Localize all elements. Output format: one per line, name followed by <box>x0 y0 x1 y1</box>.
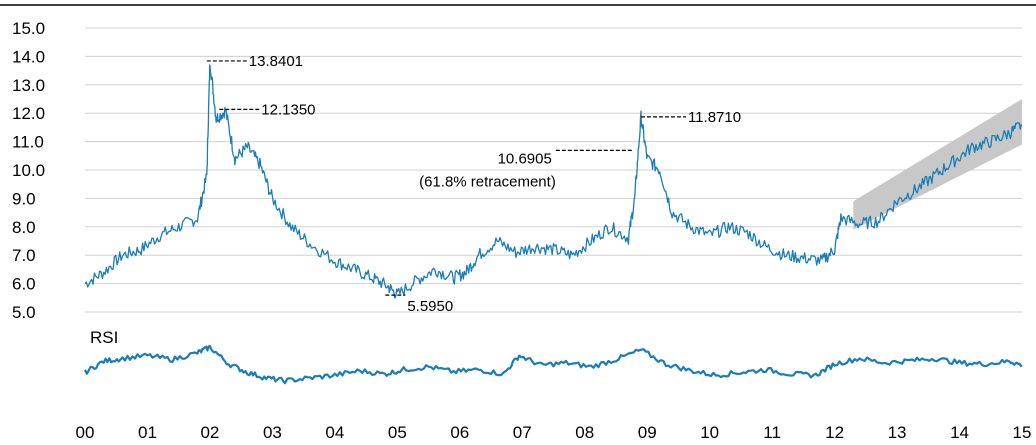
x-tick-label: 03 <box>263 423 282 442</box>
annotation-label: 5.5950 <box>407 298 453 315</box>
annotation-label: 11.8710 <box>688 109 741 126</box>
y-tick-label: 8.0 <box>12 218 36 237</box>
x-tick-label: 07 <box>513 423 532 442</box>
x-tick-label: 11 <box>763 423 781 442</box>
series-lines <box>84 64 1023 385</box>
y-tick-label: 13.0 <box>12 76 45 95</box>
x-tick-label: 08 <box>575 423 594 442</box>
x-tick-label: 01 <box>138 423 157 442</box>
y-axis-ticks: 15.0 14.0 13.0 12.0 11.0 10.0 9.0 8.0 7.0 6.0 5.0 <box>12 19 45 322</box>
y-tick-label: 10.0 <box>12 161 45 180</box>
y-tick-label: 11.0 <box>12 133 44 152</box>
x-tick-label: 13 <box>888 423 907 442</box>
price-line <box>84 64 1023 299</box>
x-tick-label: 02 <box>200 423 219 442</box>
x-tick-label: 15 <box>1013 423 1032 442</box>
x-tick-label: 06 <box>450 423 469 442</box>
annotation-label: 10.6905 <box>498 150 552 167</box>
annotation-label: 13.8401 <box>249 53 303 70</box>
gridlines <box>85 27 1022 313</box>
y-tick-label: 14.0 <box>12 47 45 66</box>
y-tick-label: 15.0 <box>12 19 45 38</box>
y-tick-label: 5.0 <box>12 303 36 322</box>
y-tick-label: 12.0 <box>12 104 45 123</box>
annotation-label: (61.8% retracement) <box>419 173 556 190</box>
rsi-line <box>84 344 1023 385</box>
x-tick-label: 09 <box>638 423 657 442</box>
annotations: 13.8401 12.1350 5.5950 11.8710 10.6905 (61.8%… <box>206 53 741 315</box>
x-tick-label: 05 <box>388 423 407 442</box>
channel-band <box>853 99 1022 230</box>
x-tick-label: 12 <box>825 423 844 442</box>
annotation-label: 12.1350 <box>261 101 315 118</box>
x-tick-label: 10 <box>700 423 719 442</box>
x-tick-label: 04 <box>325 423 344 442</box>
rsi-label: RSI <box>90 328 118 347</box>
x-axis-ticks: 00 01 02 03 04 05 06 07 08 09 10 11 12 13 14 15 <box>76 423 1032 442</box>
x-tick-label: 00 <box>76 423 95 442</box>
y-tick-label: 6.0 <box>12 275 36 294</box>
y-tick-label: 9.0 <box>12 189 36 208</box>
x-tick-label: 14 <box>950 423 969 442</box>
trend-channel <box>853 99 1022 230</box>
y-tick-label: 7.0 <box>12 246 36 265</box>
